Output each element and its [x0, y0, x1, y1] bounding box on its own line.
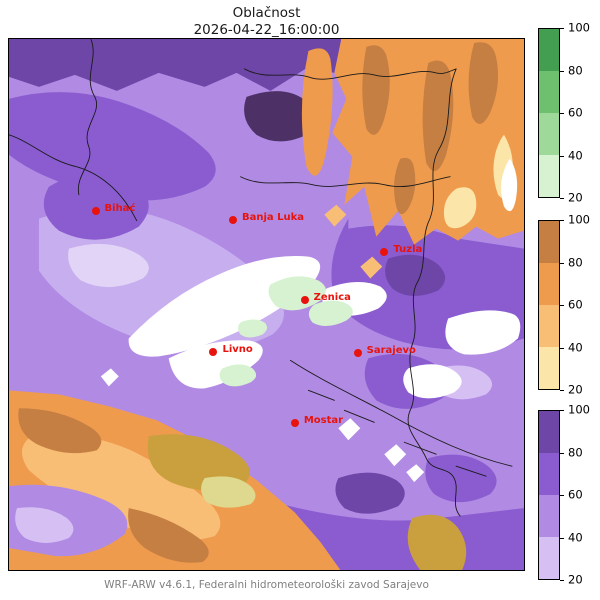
city-label: Sarajevo [366, 344, 416, 356]
colorbar-segment [539, 495, 559, 537]
tick-mark [560, 495, 564, 497]
tick-label: 80 [568, 255, 583, 270]
colorbar-segment [539, 29, 559, 71]
tick-label: 100 [568, 20, 590, 35]
tick-mark [560, 220, 564, 222]
tick-label: 100 [568, 212, 590, 227]
tick-mark [560, 28, 564, 30]
tick-mark [560, 537, 564, 539]
city-dot-icon [300, 296, 309, 305]
city-label: Banja Luka [242, 211, 305, 223]
colorbar-high-cloud: 100 80 60 40 20 Visoka oblačnost (%) [538, 21, 600, 205]
colorbar-segment [539, 263, 559, 305]
tick-label: 60 [568, 487, 583, 502]
cloud-cover-field [9, 39, 524, 570]
city-label: Tuzla [393, 244, 423, 256]
colorbar-mid-cloud-ramp [538, 220, 560, 390]
clear-band-and-high-cloud [100, 255, 521, 483]
tick-label: 80 [568, 445, 583, 460]
title-datetime: 2026-04-22_16:00:00 [193, 21, 340, 38]
tick-label: 40 [568, 148, 583, 163]
colorbar-low-cloud: 100 80 60 40 20 Niska oblačnost (%) [538, 403, 600, 587]
tick-mark [560, 390, 564, 392]
city-dot-icon [380, 248, 389, 257]
city-dot-icon [290, 419, 299, 428]
city-dot-icon [209, 347, 218, 356]
colorbar-segment [539, 305, 559, 347]
tick-mark [560, 410, 564, 412]
tick-mark [560, 580, 564, 582]
tick-label: 20 [568, 190, 583, 205]
tick-label: 100 [568, 402, 590, 417]
colorbar-segment [539, 537, 559, 579]
tick-label: 40 [568, 340, 583, 355]
colorbar-high-cloud-ramp [538, 28, 560, 198]
tick-label: 40 [568, 530, 583, 545]
cloud-layer-mid-southwest [9, 390, 467, 570]
cloud-layer-mid-northeast [301, 39, 524, 279]
title-variable: Oblačnost [232, 5, 301, 21]
plot-title: Oblačnost 2026-04-22_16:00:00 [8, 5, 525, 39]
tick-label: 20 [568, 382, 583, 397]
colorbar-segment [539, 71, 559, 113]
colorbar-segment [539, 453, 559, 495]
tick-mark [560, 155, 564, 157]
city-label: Mostar [303, 415, 344, 427]
tick-label: 20 [568, 572, 583, 587]
tick-mark [560, 113, 564, 115]
colorbar-segment [539, 411, 559, 453]
colorbar-mid-cloud: 100 80 60 40 20 Srednja oblačnost (%) [538, 213, 600, 397]
city-label: Bihać [104, 202, 136, 214]
tick-mark [560, 305, 564, 307]
city-dot-icon [229, 215, 238, 224]
colorbar-segment [539, 113, 559, 155]
colorbar-low-cloud-ramp [538, 410, 560, 580]
tick-mark [560, 262, 564, 264]
colorbar-segment [539, 155, 559, 197]
model-attribution: WRF-ARW v4.6.1, Federalni hidrometeorolo… [104, 579, 429, 591]
colorbar-segment [539, 347, 559, 389]
colorbar-segment [539, 221, 559, 263]
tick-label: 60 [568, 297, 583, 312]
tick-label: 80 [568, 63, 583, 78]
weather-map: Bihać Banja Luka Tuzla Zenica Livno Sara… [8, 38, 525, 571]
tick-label: 60 [568, 105, 583, 120]
tick-mark [560, 198, 564, 200]
tick-mark [560, 347, 564, 349]
city-label: Livno [222, 343, 253, 355]
tick-mark [560, 452, 564, 454]
city-dot-icon [353, 348, 362, 357]
city-label: Zenica [313, 292, 351, 304]
tick-mark [560, 70, 564, 72]
border-lines [9, 39, 513, 517]
city-dot-icon [91, 206, 100, 215]
